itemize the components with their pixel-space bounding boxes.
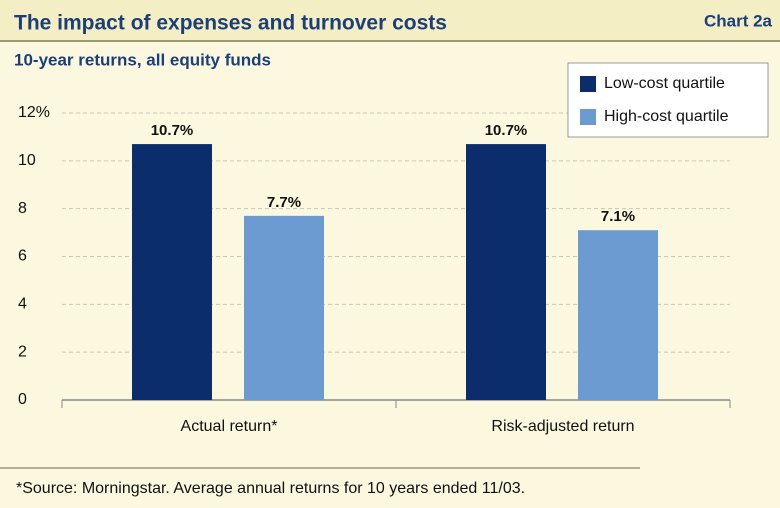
bar: [578, 230, 658, 400]
chart-label: Chart 2a: [704, 11, 773, 30]
bar: [244, 215, 324, 400]
title-band: [0, 0, 780, 40]
chart-subtitle: 10-year returns, all equity funds: [14, 50, 271, 69]
value-label: 7.7%: [267, 194, 301, 211]
y-tick-label: 4: [18, 296, 27, 313]
bar: [466, 144, 546, 400]
footnote: *Source: Morningstar. Average annual ret…: [16, 480, 525, 497]
y-tick-label: 8: [18, 200, 27, 217]
chart-title: The impact of expenses and turnover cost…: [14, 12, 447, 35]
y-tick-label: 12%: [18, 104, 50, 121]
legend-label: High-cost quartile: [604, 108, 729, 125]
legend-swatch: [580, 109, 596, 125]
legend-label: Low-cost quartile: [604, 75, 725, 92]
value-label: 10.7%: [485, 122, 528, 139]
y-tick-label: 0: [18, 391, 27, 408]
y-tick-label: 10: [18, 152, 36, 169]
legend-box: [567, 62, 769, 138]
y-tick-label: 6: [18, 248, 27, 265]
value-label: 7.1%: [601, 208, 635, 225]
value-label: 10.7%: [151, 122, 194, 139]
x-tick-label: Risk-adjusted return: [491, 418, 634, 435]
legend-swatch: [580, 76, 596, 92]
bar: [132, 144, 212, 400]
x-tick-label: Actual return*: [181, 418, 278, 435]
y-tick-label: 2: [18, 343, 27, 360]
